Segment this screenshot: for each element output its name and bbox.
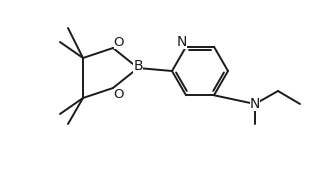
Text: B: B bbox=[133, 59, 143, 73]
Text: O: O bbox=[114, 36, 124, 49]
Text: O: O bbox=[114, 87, 124, 100]
Text: N: N bbox=[250, 97, 260, 111]
Text: N: N bbox=[177, 35, 187, 49]
